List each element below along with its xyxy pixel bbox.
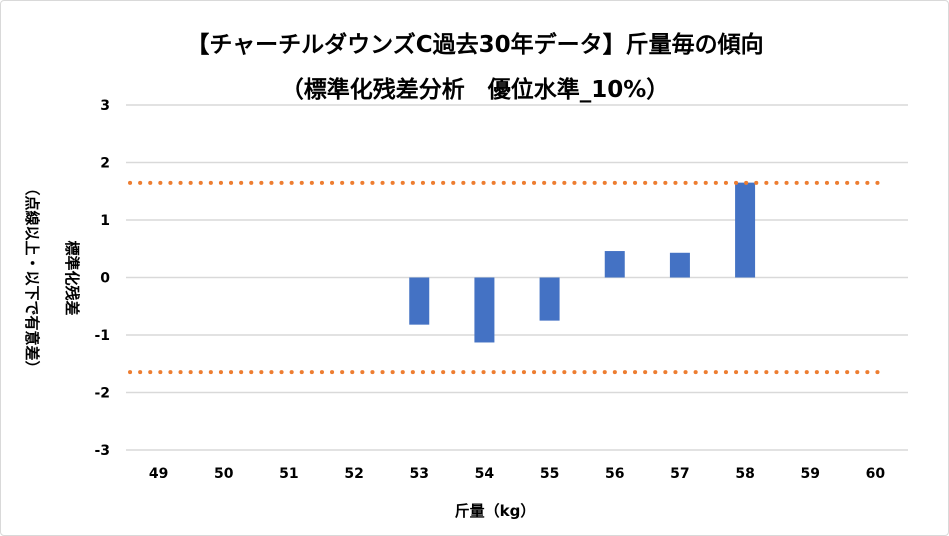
x-tick-label: 51 (279, 466, 298, 482)
chart-title: 【チャーチルダウンズC過去30年データ】斤量毎の傾向 (186, 31, 763, 58)
bar-56 (604, 251, 625, 278)
y-tick-label: 2 (100, 156, 110, 172)
y-tick-label: -1 (94, 328, 110, 344)
x-tick-label: 54 (475, 466, 495, 482)
bar-55 (539, 277, 560, 321)
y-tick-label: 0 (100, 271, 110, 287)
x-tick-label: 59 (801, 466, 820, 482)
y-tick-label: -3 (94, 443, 110, 459)
chart-subtitle: （標準化残差分析 優位水準_10%） (281, 76, 670, 103)
bar-54 (474, 277, 495, 343)
x-tick-label: 56 (605, 466, 624, 482)
y-axis-label-note: （点線以上・以下で有意差） (23, 180, 41, 375)
y-tick-label: 1 (100, 213, 110, 229)
bar-57 (669, 252, 690, 278)
y-axis-label: 標準化残差 (63, 240, 81, 315)
x-tick-label: 58 (735, 466, 754, 482)
y-tick-label: 3 (100, 98, 110, 114)
y-tick-label: -2 (94, 386, 110, 402)
x-tick-label: 50 (214, 466, 234, 482)
x-tick-label: 49 (149, 466, 168, 482)
bar-58 (735, 182, 756, 278)
x-tick-label: 60 (866, 466, 886, 482)
bar-53 (409, 277, 430, 325)
x-tick-label: 53 (410, 466, 429, 482)
x-tick-label: 55 (540, 466, 559, 482)
x-tick-label: 57 (670, 466, 689, 482)
x-tick-label: 52 (344, 466, 363, 482)
x-axis-label: 斤量（kg） (455, 502, 536, 520)
